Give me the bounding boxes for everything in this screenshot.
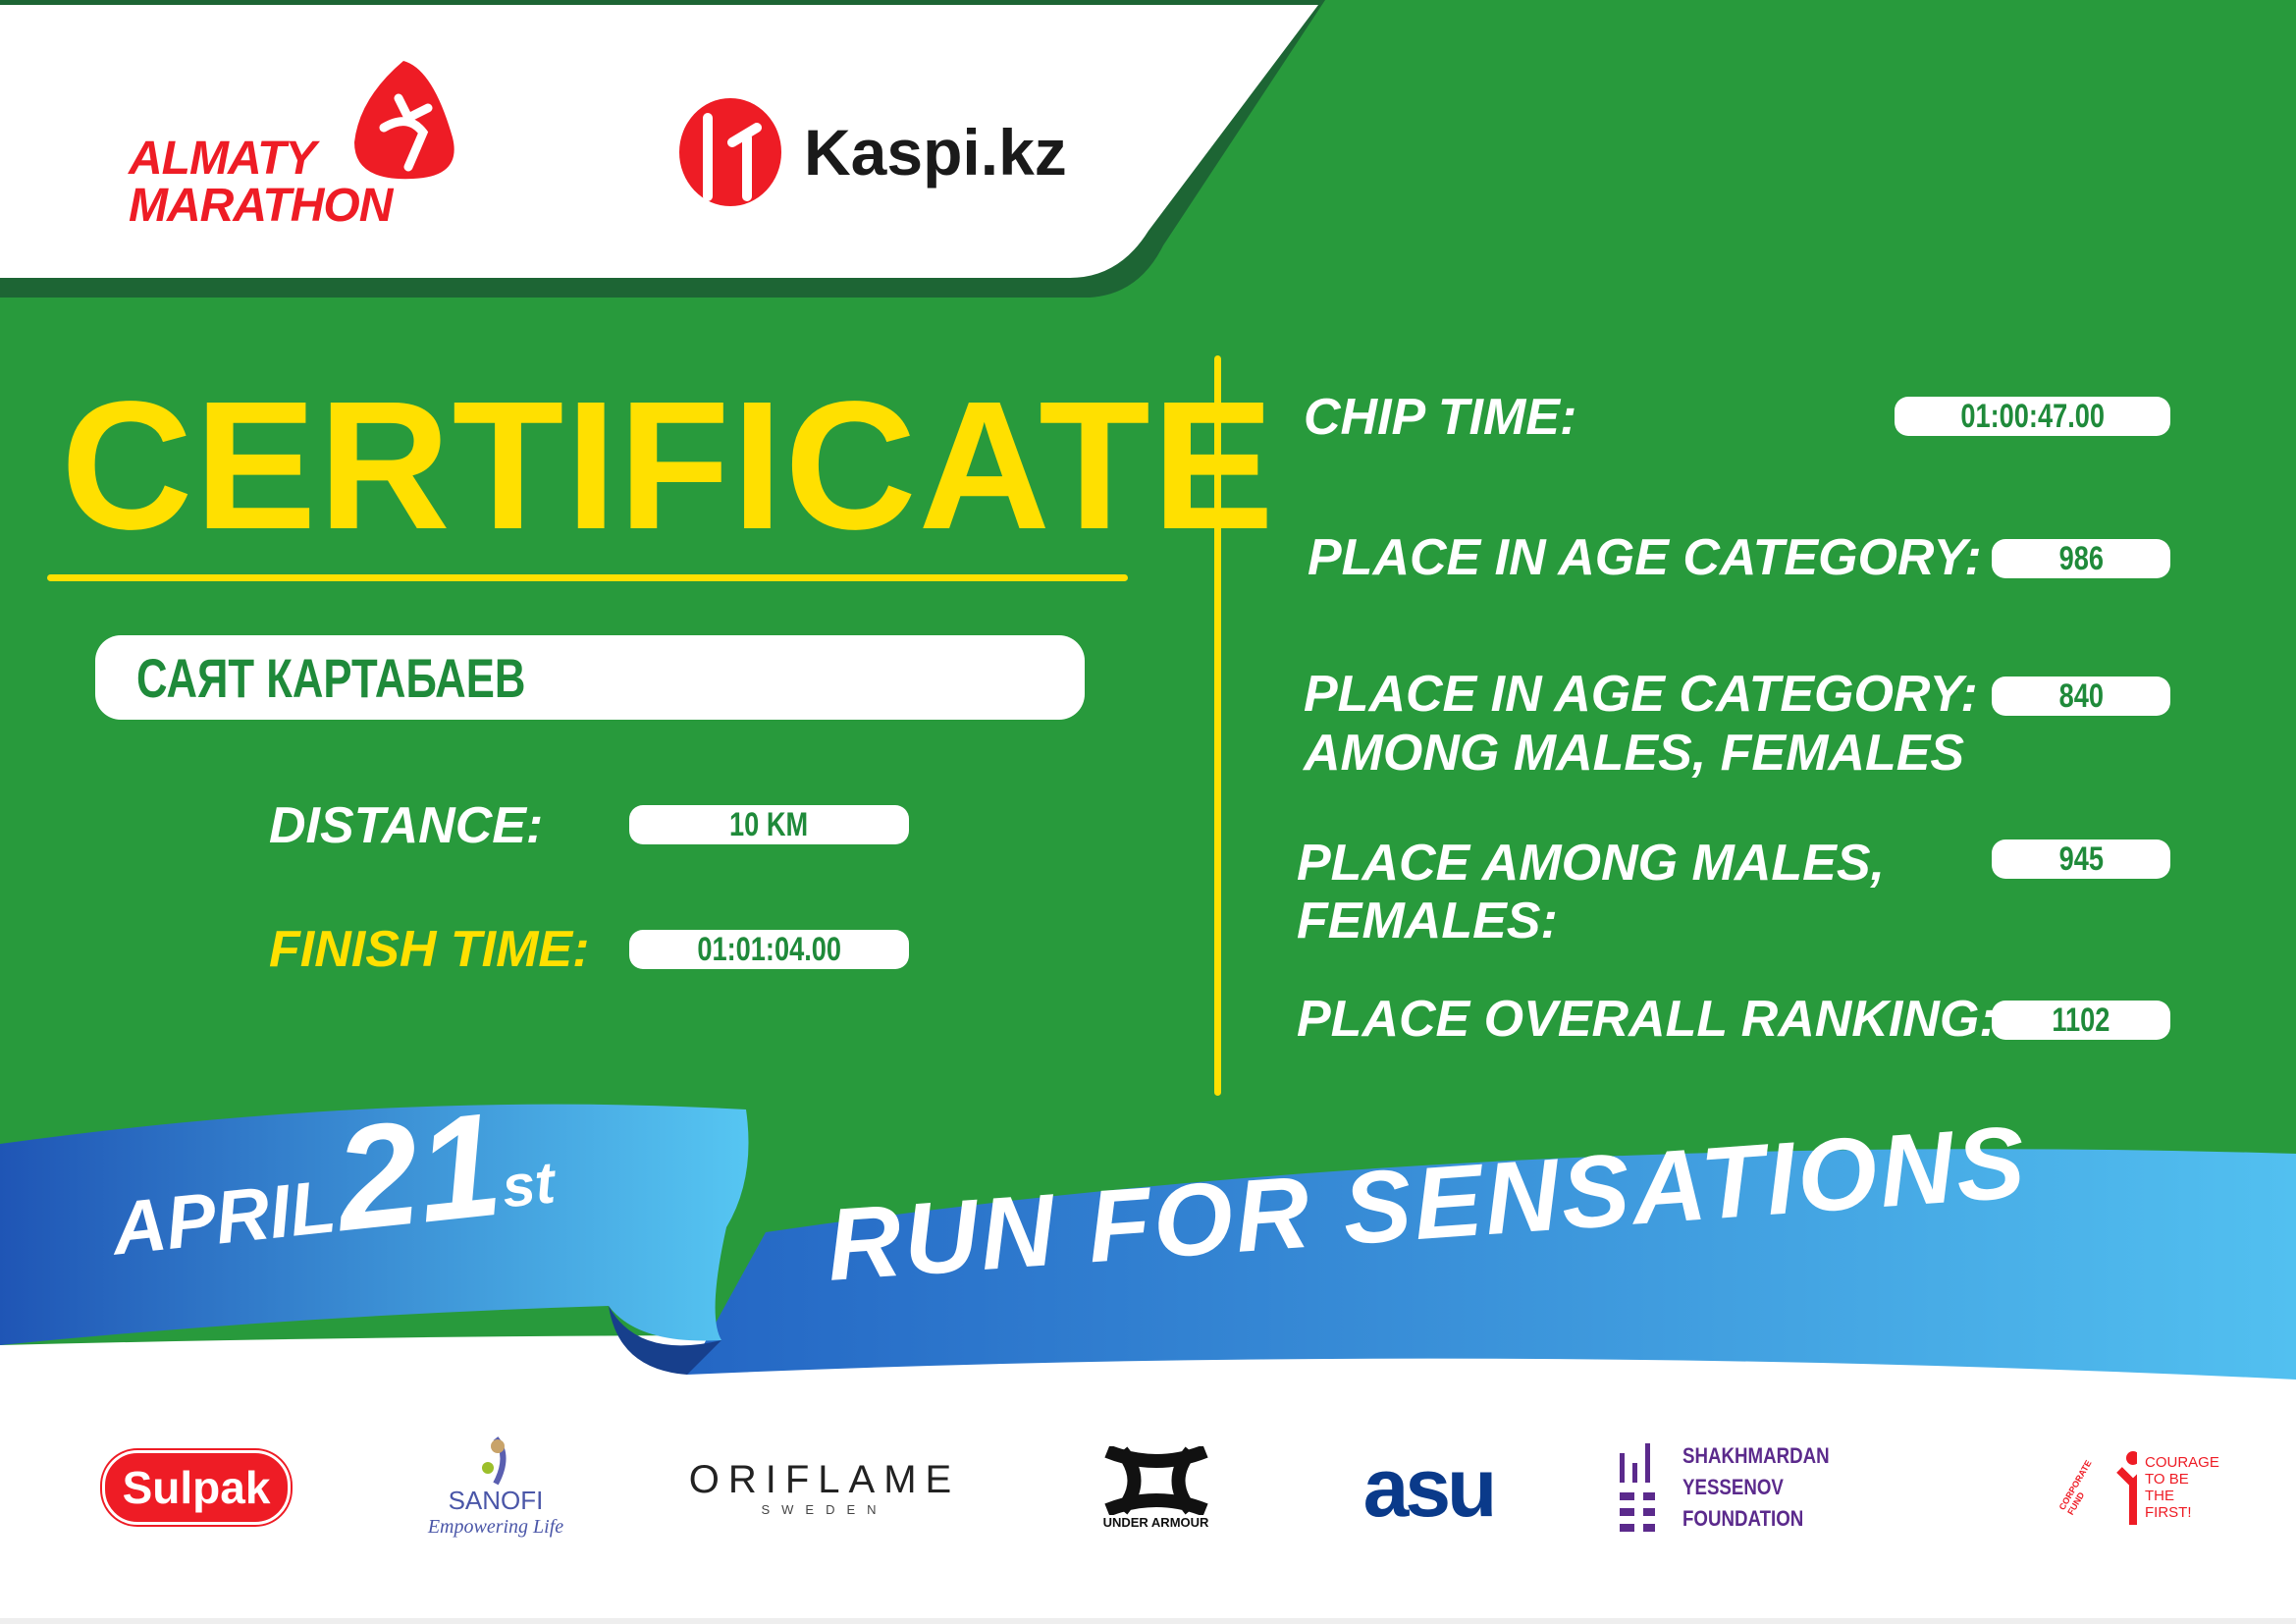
- sponsor-under-armour: UNDER ARMOUR: [1070, 1434, 1242, 1542]
- runner-drop-icon: [354, 61, 454, 180]
- overall-ranking-value: 1102: [1992, 1001, 2170, 1040]
- participant-name-field: САЯТ КАРТАБАЕВ: [95, 635, 1085, 720]
- finish-time-value: 01:01:04.00: [629, 930, 909, 969]
- age-category-gender-label-1: PLACE IN AGE CATEGORY:: [1304, 666, 1978, 723]
- chip-time-value: 01:00:47.00: [1895, 397, 2170, 436]
- chip-time-label: CHIP TIME:: [1304, 389, 1577, 446]
- sponsor-asu: asu: [1362, 1440, 1498, 1534]
- sanofi-icon: [482, 1436, 507, 1486]
- age-category-value: 986: [1992, 539, 2170, 578]
- overall-ranking-label: PLACE OVERALL RANKING:: [1297, 991, 1997, 1048]
- sponsor-courage-fund: CORPORATE FUND COURAGE TO BE THE FIRST!: [2052, 1434, 2219, 1542]
- finish-time-label: FINISH TIME:: [269, 921, 590, 978]
- yessenov-icon: [1620, 1443, 1656, 1532]
- kaspi-people-icon: [679, 98, 781, 206]
- almaty-marathon-logo: ALMATY MARATHON: [129, 59, 462, 231]
- column-divider: [1214, 355, 1221, 1096]
- sponsor-yessenov: SHAKHMARDAN YESSENOV FOUNDATION: [1618, 1434, 1942, 1542]
- under-armour-icon: [1103, 1445, 1208, 1515]
- sponsor-oriflame: ORIFLAME SWEDEN: [688, 1458, 961, 1517]
- age-category-label: PLACE IN AGE CATEGORY:: [1308, 529, 1982, 586]
- age-category-gender-value: 840: [1992, 677, 2170, 716]
- courage-figure-icon: [2116, 1451, 2137, 1525]
- kaspi-logo: Kaspi.kz: [678, 98, 1067, 206]
- gender-place-value: 945: [1992, 839, 2170, 879]
- gender-place-label-1: PLACE AMONG MALES,: [1297, 835, 1885, 892]
- distance-value: 10 KM: [629, 805, 909, 844]
- sponsor-sulpak: Sulpak: [93, 1434, 299, 1542]
- title-underline: [47, 574, 1128, 581]
- certificate-title: CERTIFICATE: [61, 364, 1276, 568]
- gender-place-label-2: FEMALES:: [1297, 893, 1558, 949]
- distance-label: DISTANCE:: [269, 797, 544, 854]
- age-category-gender-label-2: AMONG MALES, FEMALES: [1304, 725, 1965, 782]
- sponsor-sanofi: SANOFI Empowering Life: [412, 1434, 579, 1542]
